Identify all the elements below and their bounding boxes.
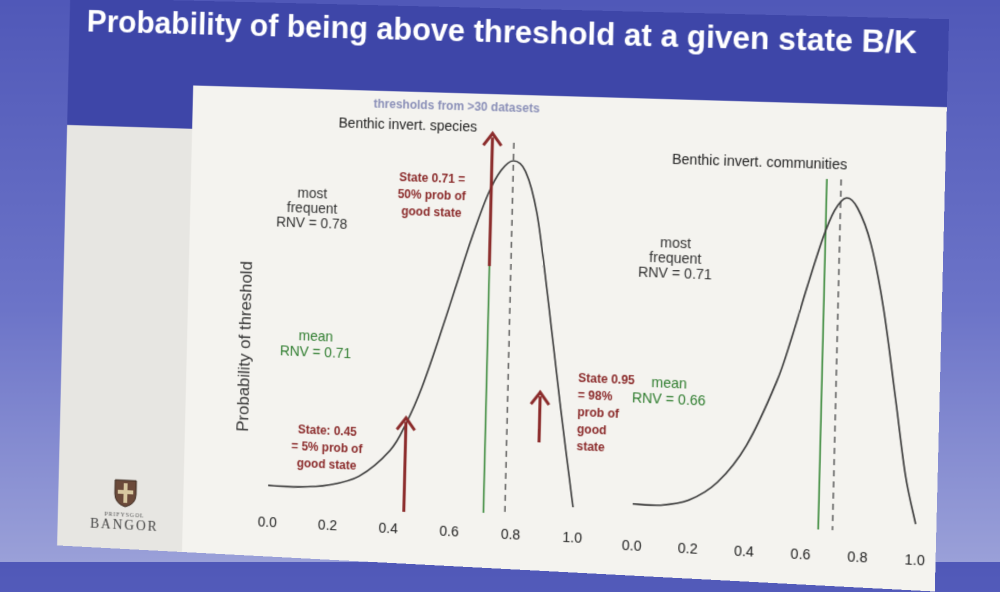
x-tick-label: 0.2	[678, 539, 698, 556]
most-frequent-label: RNV = 0.78	[276, 213, 348, 232]
state-annotation: prob of	[577, 405, 619, 421]
mean-label: mean	[298, 327, 333, 344]
mean-label: RNV = 0.71	[280, 342, 352, 361]
x-tick-label: 0.0	[258, 513, 278, 530]
most-frequent-rnv-line	[505, 143, 514, 514]
state-annotation: good state	[297, 456, 357, 473]
state-annotation: State 0.71 =	[399, 170, 465, 186]
x-tick-label: 1.0	[562, 529, 582, 546]
most-frequent-rnv-line	[832, 179, 841, 530]
state-annotation: state	[576, 439, 605, 455]
state-annotation: 50% prob of	[398, 187, 466, 203]
x-tick-label: 0.6	[439, 522, 459, 539]
x-tick-label: 0.8	[501, 526, 521, 543]
x-tick-label: 0.4	[734, 542, 755, 559]
x-tick-label: 0.2	[318, 516, 337, 533]
state-arrow	[404, 422, 406, 512]
x-tick-label: 1.0	[904, 551, 925, 569]
state-annotation: State: 0.45	[298, 422, 358, 439]
state-arrow	[539, 396, 540, 442]
state-arrow	[489, 137, 492, 266]
x-tick-label: 0.8	[847, 548, 868, 566]
x-tick-label: 0.6	[790, 545, 811, 562]
bangor-logo: PRIFYSGOL BANGOR	[90, 477, 160, 536]
slide: Probability of being above threshold at …	[38, 0, 949, 592]
state-annotation: = 98%	[578, 388, 613, 404]
x-tick-label: 0.0	[622, 537, 642, 554]
charts-svg: Benthic invert. species 0.0 0.2 0.4 0.6 0.8 1.…	[38, 0, 949, 592]
mean-label: mean	[651, 374, 687, 392]
mean-label: RNV = 0.66	[632, 389, 707, 409]
crest-icon	[112, 478, 138, 509]
y-axis-label: Probability of threshold	[233, 261, 256, 432]
state-annotation: = 5% prob of	[291, 439, 362, 456]
chart-1-title: Benthic invert. communities	[672, 151, 848, 173]
chart-0-title: Benthic invert. species	[339, 114, 478, 134]
state-annotation: good	[577, 422, 607, 438]
state-annotation: State 0.95	[578, 371, 635, 388]
state-annotation: good state	[401, 204, 462, 220]
x-tick-label: 0.4	[378, 519, 398, 536]
most-frequent-label: RNV = 0.71	[638, 263, 712, 282]
